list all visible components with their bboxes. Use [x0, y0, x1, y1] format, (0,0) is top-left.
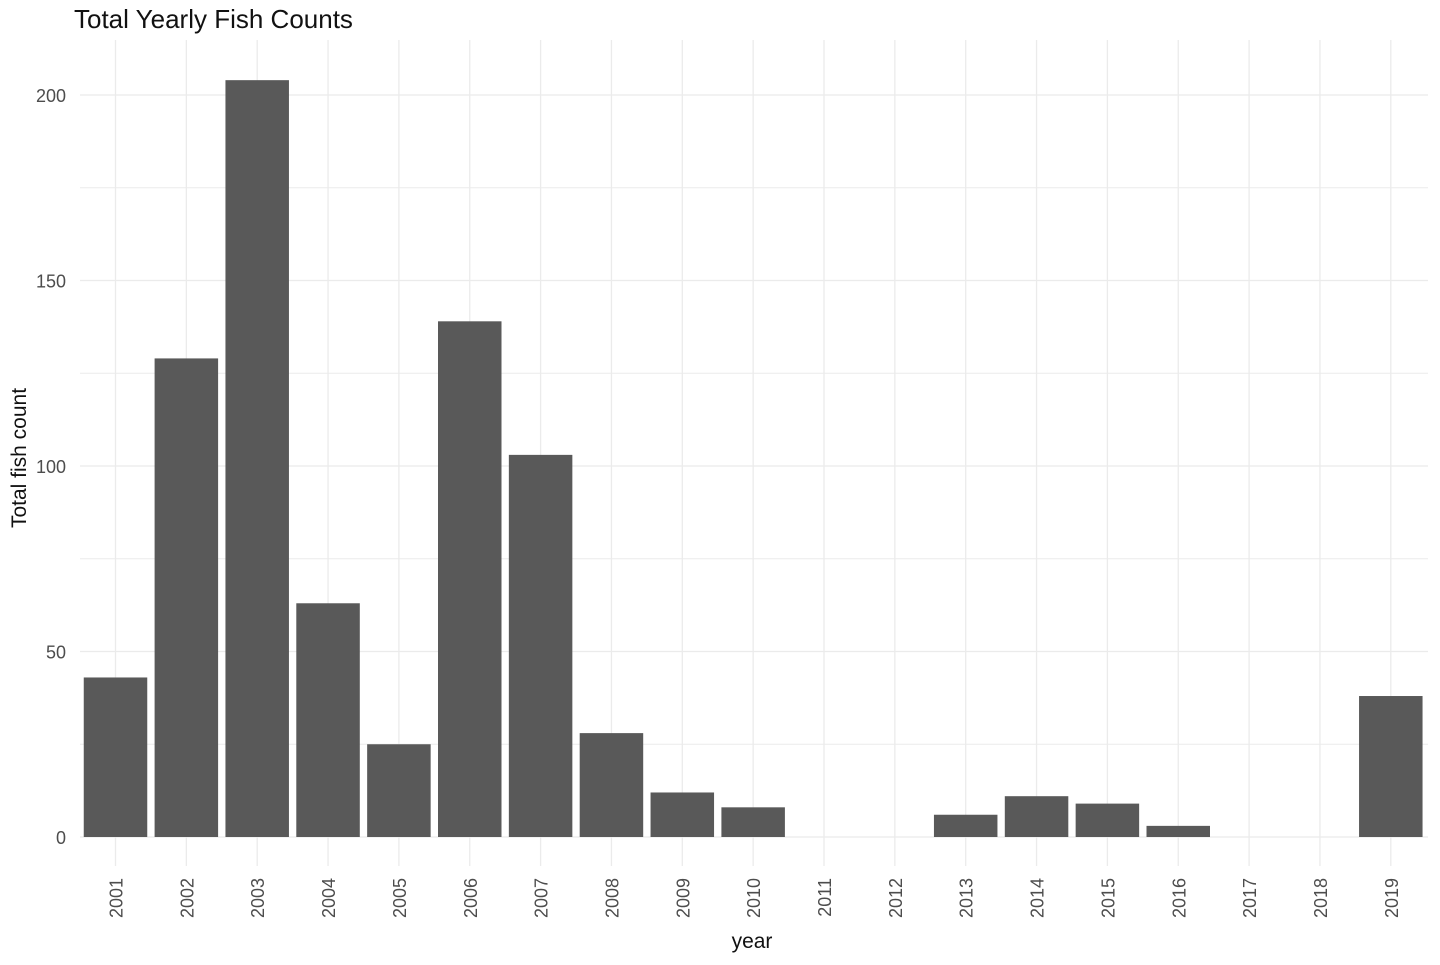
bar-2002 — [154, 358, 219, 837]
y-tick-label: 0 — [56, 828, 66, 848]
x-axis-ticks: 2001 2002 2003 2004 2005 2006 2007 2008 2009 2010… — [107, 878, 1402, 918]
bar-2008 — [579, 733, 644, 837]
bar-2019 — [1359, 696, 1423, 837]
x-tick-label: 2008 — [602, 878, 622, 918]
x-tick-label: 2006 — [461, 878, 481, 918]
x-tick-label: 2010 — [744, 878, 764, 918]
x-tick-label: 2004 — [319, 878, 339, 918]
bar-2004 — [296, 603, 360, 837]
x-axis-label: year — [732, 930, 773, 953]
y-tick-label: 200 — [36, 86, 66, 106]
x-tick-label: 2014 — [1028, 878, 1048, 918]
x-tick-label: 2017 — [1240, 878, 1260, 918]
x-tick-label: 2003 — [248, 878, 268, 918]
y-axis-ticks: 0 50 100 150 200 — [36, 86, 66, 848]
x-tick-label: 2002 — [177, 878, 197, 918]
bar-2006 — [438, 321, 502, 837]
x-tick-label: 2016 — [1169, 878, 1189, 918]
bar-2010 — [721, 807, 785, 837]
bar-2014 — [1004, 796, 1069, 837]
bar-2015 — [1075, 803, 1140, 837]
y-axis-label: Total fish count — [8, 388, 31, 528]
x-tick-label: 2015 — [1098, 878, 1118, 918]
x-tick-label: 2012 — [886, 878, 906, 918]
bar-2001 — [83, 677, 148, 837]
bar-2005 — [367, 744, 431, 837]
bar-2003 — [225, 80, 289, 837]
x-tick-label: 2011 — [815, 878, 835, 917]
bar-2007 — [508, 454, 573, 837]
x-tick-label: 2018 — [1311, 878, 1331, 918]
bar-2009 — [650, 792, 715, 837]
x-tick-label: 2009 — [673, 878, 693, 918]
x-tick-label: 2013 — [957, 878, 977, 918]
x-tick-label: 2019 — [1382, 878, 1402, 918]
y-tick-label: 50 — [46, 643, 66, 663]
x-tick-label: 2005 — [390, 878, 410, 918]
x-tick-label: 2007 — [532, 878, 552, 918]
bar-2016 — [1146, 825, 1210, 837]
bar-2013 — [933, 814, 998, 837]
y-tick-label: 150 — [36, 272, 66, 292]
y-tick-label: 100 — [36, 457, 66, 477]
x-tick-label: 2001 — [107, 878, 127, 918]
bars — [83, 80, 1423, 837]
chart-title: Total Yearly Fish Counts — [74, 4, 353, 34]
